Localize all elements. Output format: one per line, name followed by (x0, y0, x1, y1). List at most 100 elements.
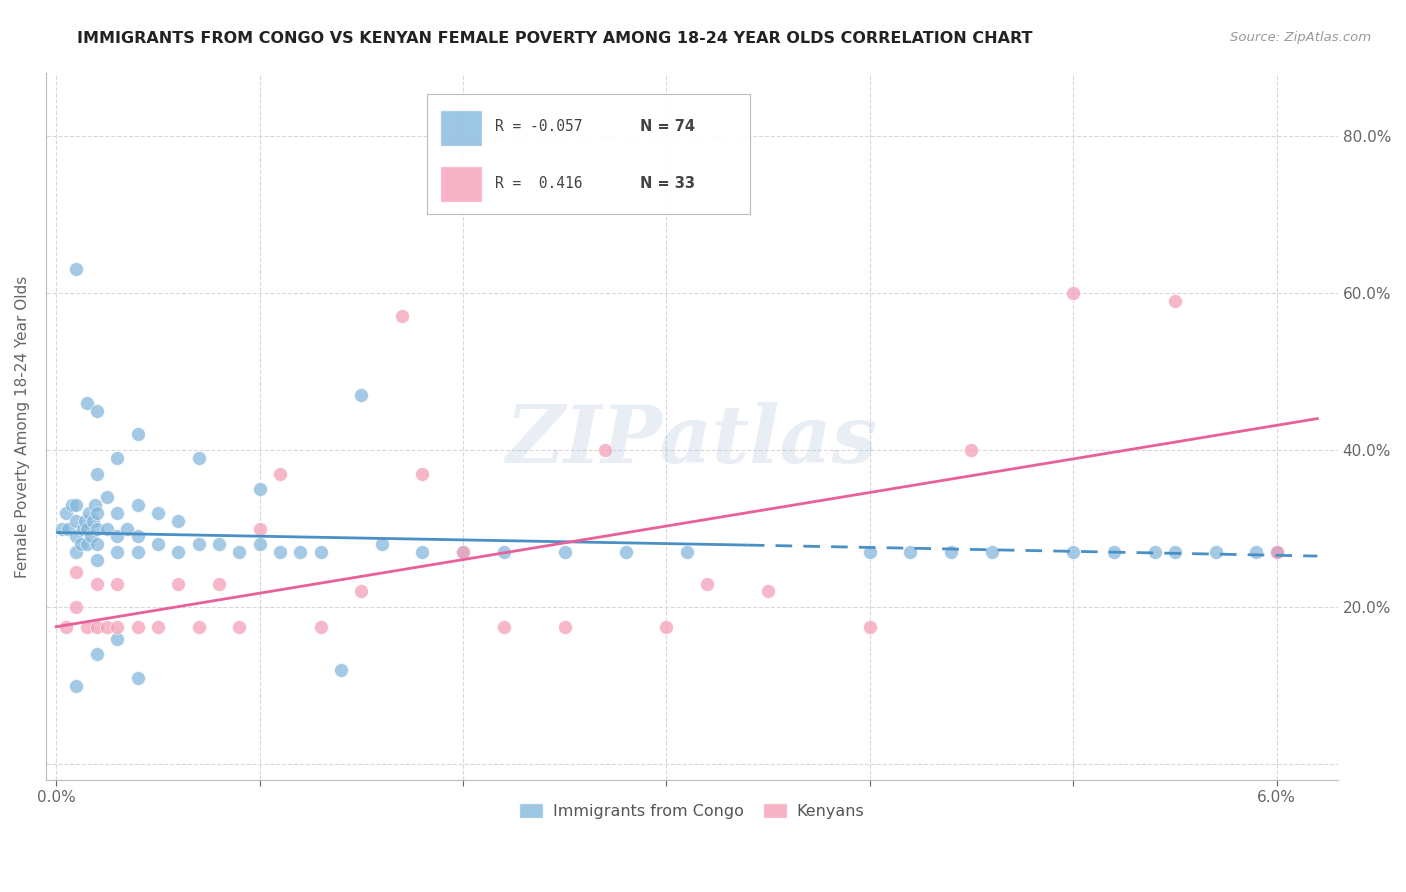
Point (939, 545, 962, 559)
Point (73, 514, 96, 528)
Point (208, 576, 231, 591)
Point (86, 647, 108, 661)
Point (127, 529, 149, 543)
Point (86, 522, 108, 536)
Point (756, 584, 779, 599)
Point (960, 443, 983, 458)
Point (96, 522, 118, 536)
Point (65, 545, 87, 559)
Point (187, 620, 209, 634)
Point (127, 498, 149, 512)
Point (146, 620, 169, 634)
Point (65, 529, 87, 543)
Point (86, 537, 108, 551)
Point (1246, 545, 1268, 559)
Point (127, 620, 149, 634)
Point (980, 545, 1002, 559)
Point (859, 620, 882, 634)
Point (411, 467, 433, 481)
Point (290, 545, 312, 559)
Point (208, 537, 231, 551)
Point (105, 450, 128, 465)
Point (350, 388, 373, 402)
Point (167, 576, 190, 591)
Point (249, 537, 271, 551)
Point (167, 545, 190, 559)
Point (65, 262, 87, 277)
Point (187, 450, 209, 465)
Point (451, 545, 474, 559)
Point (309, 620, 332, 634)
Point (58, 522, 80, 536)
Point (65, 498, 87, 512)
Point (1265, 545, 1288, 559)
Point (82, 514, 104, 528)
Point (187, 537, 209, 551)
Point (696, 576, 718, 591)
Point (228, 545, 250, 559)
Point (55, 620, 77, 634)
Point (329, 663, 352, 677)
Point (105, 545, 128, 559)
Point (86, 553, 108, 567)
Point (127, 545, 149, 559)
Point (83, 498, 105, 512)
Point (65, 600, 87, 615)
Point (69, 537, 91, 551)
Point (76, 396, 98, 410)
Point (62, 498, 84, 512)
Point (167, 514, 190, 528)
Point (309, 545, 332, 559)
Point (65, 514, 87, 528)
Text: IMMIGRANTS FROM CONGO VS KENYAN FEMALE POVERTY AMONG 18-24 YEAR OLDS CORRELATION: IMMIGRANTS FROM CONGO VS KENYAN FEMALE P… (77, 31, 1033, 46)
Point (1164, 293, 1187, 308)
Point (105, 632, 128, 646)
Point (146, 506, 169, 520)
Point (76, 537, 98, 551)
Text: ZIPatlas: ZIPatlas (506, 402, 877, 479)
Point (86, 467, 108, 481)
Point (614, 545, 637, 559)
Point (77, 506, 100, 520)
Point (1265, 545, 1288, 559)
Point (269, 545, 291, 559)
Point (411, 545, 433, 559)
Point (105, 529, 128, 543)
Point (675, 545, 697, 559)
Point (1062, 545, 1084, 559)
Point (105, 506, 128, 520)
Point (1143, 545, 1166, 559)
Point (72, 522, 94, 536)
Point (859, 545, 882, 559)
Point (51, 522, 73, 536)
Point (1102, 545, 1125, 559)
Point (86, 620, 108, 634)
Point (492, 545, 515, 559)
Point (249, 522, 271, 536)
Point (249, 483, 271, 497)
Point (105, 576, 128, 591)
Point (65, 565, 87, 579)
Point (451, 545, 474, 559)
Legend: Immigrants from Congo, Kenyans: Immigrants from Congo, Kenyans (513, 797, 870, 825)
Point (900, 545, 922, 559)
Point (86, 576, 108, 591)
Point (96, 490, 118, 504)
Point (76, 620, 98, 634)
Point (1062, 285, 1084, 300)
Point (492, 620, 515, 634)
Point (554, 620, 576, 634)
Point (1205, 545, 1227, 559)
Point (595, 443, 617, 458)
Text: Source: ZipAtlas.com: Source: ZipAtlas.com (1230, 31, 1371, 45)
Point (96, 620, 118, 634)
Point (76, 522, 98, 536)
Point (269, 467, 291, 481)
Point (554, 545, 576, 559)
Point (86, 506, 108, 520)
Point (65, 679, 87, 693)
Point (391, 310, 413, 324)
Point (655, 620, 678, 634)
Point (350, 584, 373, 599)
Point (80, 529, 103, 543)
